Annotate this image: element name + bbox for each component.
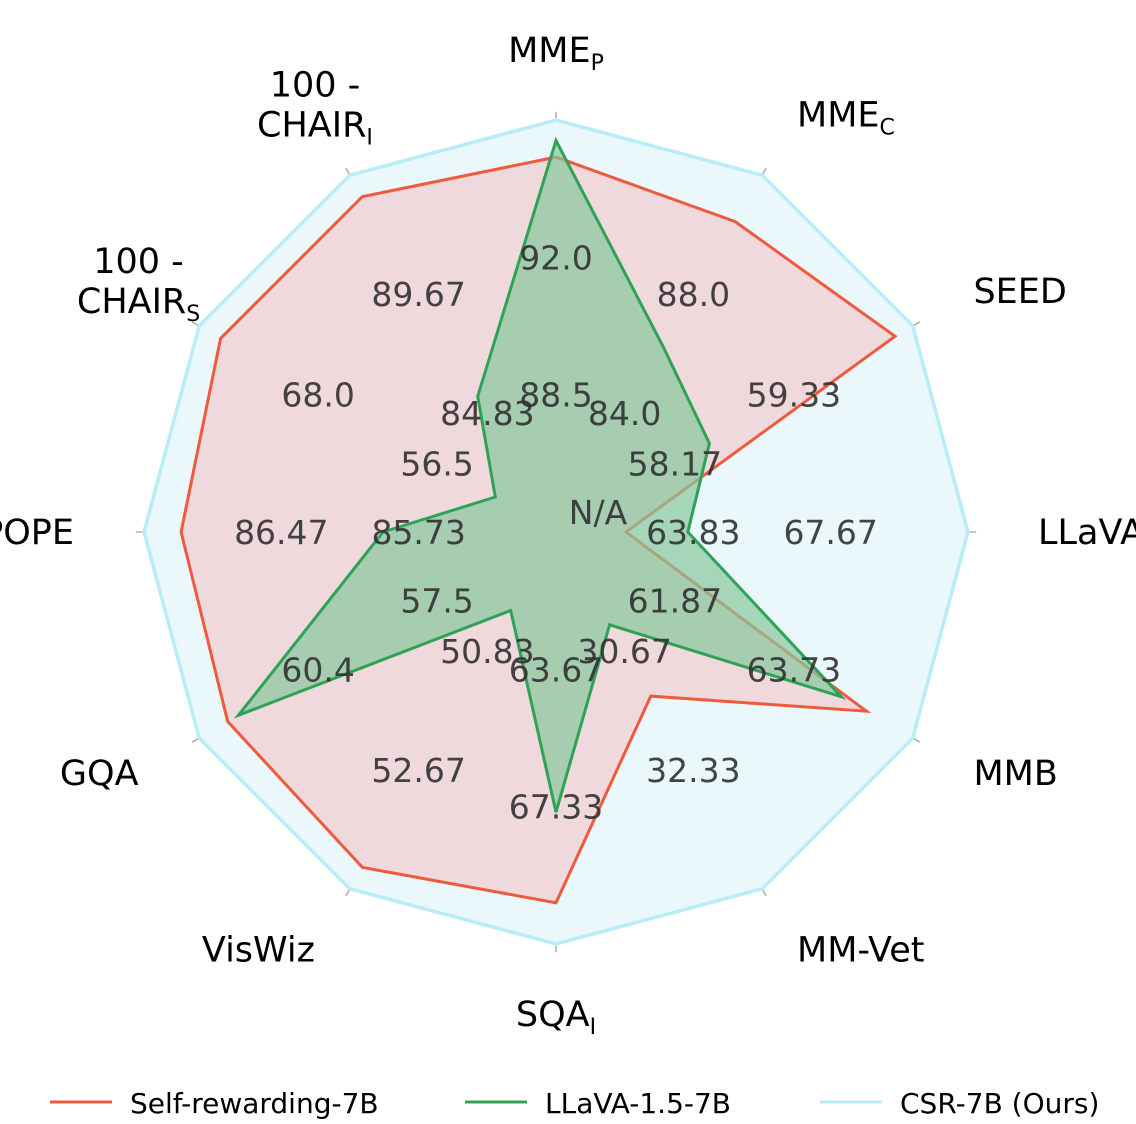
axis-label-line1: 100 - [93,242,184,282]
axis-label-viswiz: VisWiz [202,930,315,970]
axis-label-text: MM-Vet [797,930,924,970]
axis-label-mmb: MMB [973,754,1057,794]
axis-label-llava_w: LLaVAW [1038,513,1136,558]
legend: Self-rewarding-7B LLaVA-1.5-7B CSR-7B (Our… [50,1087,1099,1120]
axis-label-mme_c: MMEC [797,96,895,141]
axis-label-sqa_i: SQAI [516,995,596,1040]
tick-label-gqa-2: 60.4 [281,650,354,689]
axis-label-text: LLaVAW [1038,513,1136,558]
axis-label-mm_vet: MM-Vet [797,930,924,970]
tick-label-sqa_i-1: 63.67 [509,650,603,689]
series-llava-1-5-7b [233,136,847,813]
series-layer [142,118,970,946]
axis-label-line1: 100 - [270,66,361,106]
axis-label-subscript: I [590,1015,597,1040]
tick-label-viswiz-1: 50.83 [440,632,534,671]
axis-label-text: POPE [0,513,74,553]
axis-label-gqa: GQA [60,754,139,794]
axis-label-chair_s: 100 -CHAIRS [77,242,200,327]
tick-label-mm_vet-2: 32.33 [646,751,740,790]
tick-label-mme_p-2: 92.0 [519,238,592,277]
tick-label-seed-1: 58.17 [628,444,722,483]
legend-label: Self-rewarding-7B [130,1087,379,1120]
tick-label-viswiz-2: 52.67 [371,751,465,790]
tick-label-mmb-1: 61.87 [628,582,722,621]
center-label: N/A [569,493,628,532]
tick-label-mmb-2: 63.73 [747,650,841,689]
axis-label-text: SEED [973,272,1066,312]
tick-label-pope-1: 85.73 [371,513,465,552]
tick-label-mm_vet-1: 30.67 [577,632,671,671]
tick-label-chair_s-1: 56.5 [400,444,473,483]
legend-label: LLaVA-1.5-7B [545,1087,731,1120]
tick-label-mme_c-1: 84.0 [588,394,661,433]
axis-label-subscript: C [880,116,895,141]
axis-label-text: MMEC [797,96,895,141]
axis-label-pope: POPE [0,513,74,553]
axis-label-line2: CHAIRI [257,106,373,151]
axis-label-mme_p: MMEP [508,31,604,76]
legend-item-1: Self-rewarding-7B [50,1087,379,1120]
tick-label-sqa_i-2: 67.33 [509,788,603,827]
axis-label-text: VisWiz [202,930,315,970]
axis-label-subscript: S [186,302,200,327]
tick-label-chair_s-2: 68.0 [281,376,354,415]
tick-label-pope-2: 86.47 [234,513,328,552]
axis-label-text: MMB [973,754,1057,794]
axis-label-subscript: I [366,126,373,151]
tick-label-seed-2: 59.33 [747,376,841,415]
legend-item-2: LLaVA-1.5-7B [465,1087,731,1120]
axis-label-line2: CHAIRS [77,282,200,327]
axis-label-seed: SEED [973,272,1066,312]
axis-label-text: MMEP [508,31,604,76]
axis-label-subscript: P [591,51,604,76]
legend-item-3: CSR-7B (Ours) [820,1087,1099,1120]
legend-label: CSR-7B (Ours) [900,1087,1099,1120]
axis-label-text: SQAI [516,995,596,1040]
tick-label-gqa-1: 57.5 [400,582,473,621]
axis-label-chair_i: 100 -CHAIRI [257,66,373,151]
axis-label-text: GQA [60,754,139,794]
tick-label-chair_i-2: 89.67 [371,275,465,314]
tick-label-llava_w-1: 63.83 [646,513,740,552]
tick-label-mme_c-2: 88.0 [657,275,730,314]
tick-label-llava_w-2: 67.67 [783,513,877,552]
tick-labels: 63.83 67.67 58.17 59.33 84.0 88.0 88.5 92.0 84.8… [234,238,878,826]
tick-label-mme_p-1: 88.5 [519,376,592,415]
tick-label-chair_i-1: 84.83 [440,394,534,433]
